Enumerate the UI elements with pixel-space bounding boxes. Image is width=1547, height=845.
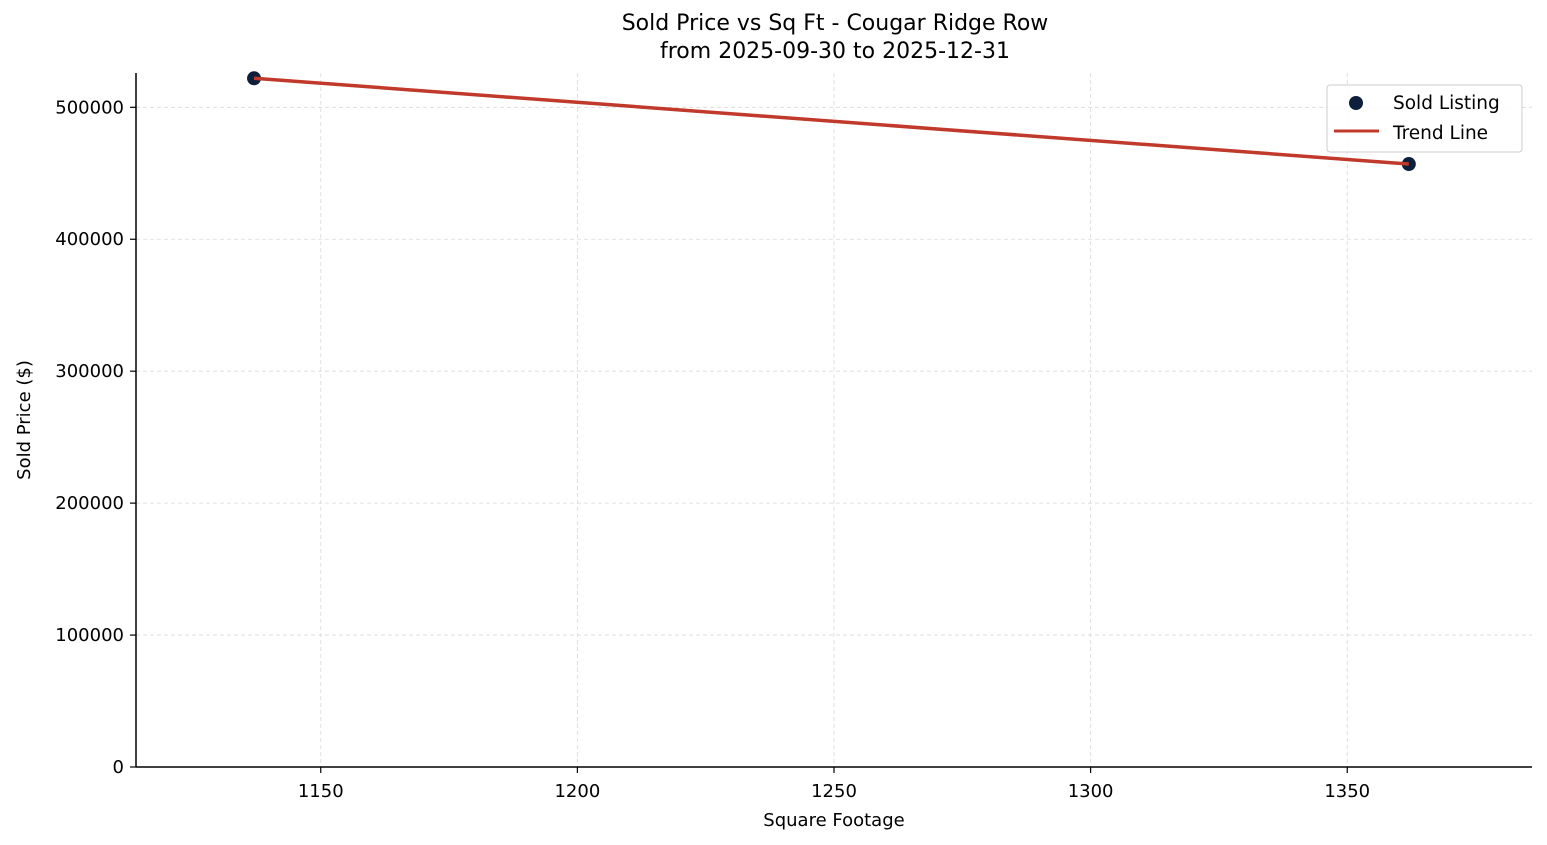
y-tick-label: 300000 [55,361,124,382]
x-tick-label: 1250 [811,781,857,802]
legend-label-trend-line: Trend Line [1392,123,1488,144]
chart-title: Sold Price vs Sq Ft - Cougar Ridge Row [621,11,1049,36]
y-tick-label: 0 [113,757,124,778]
y-tick-label: 100000 [55,625,124,646]
y-axis-ticks: 0 100000 200000 300000 400000 500000 [55,97,136,778]
x-axis-label: Square Footage [763,810,904,831]
x-tick-label: 1300 [1068,781,1114,802]
x-tick-label: 1150 [298,781,344,802]
legend-label-sold-listing: Sold Listing [1393,93,1500,114]
plot-marks [247,71,1416,172]
x-tick-label: 1350 [1324,781,1370,802]
legend-marker-sold-listing [1349,96,1363,110]
chart-subtitle: from 2025-09-30 to 2025-12-31 [660,39,1010,64]
y-tick-label: 400000 [55,229,124,250]
legend: Sold Listing Trend Line [1326,84,1523,153]
legend-box [1326,84,1523,153]
y-tick-label: 200000 [55,493,124,514]
trend-line [253,76,1409,166]
y-tick-label: 500000 [55,97,124,118]
grid-lines [136,73,1532,767]
x-axis-ticks: 1150 1200 1250 1300 1350 [298,767,1370,802]
y-axis-label: Sold Price ($) [14,360,35,480]
x-tick-label: 1200 [554,781,600,802]
